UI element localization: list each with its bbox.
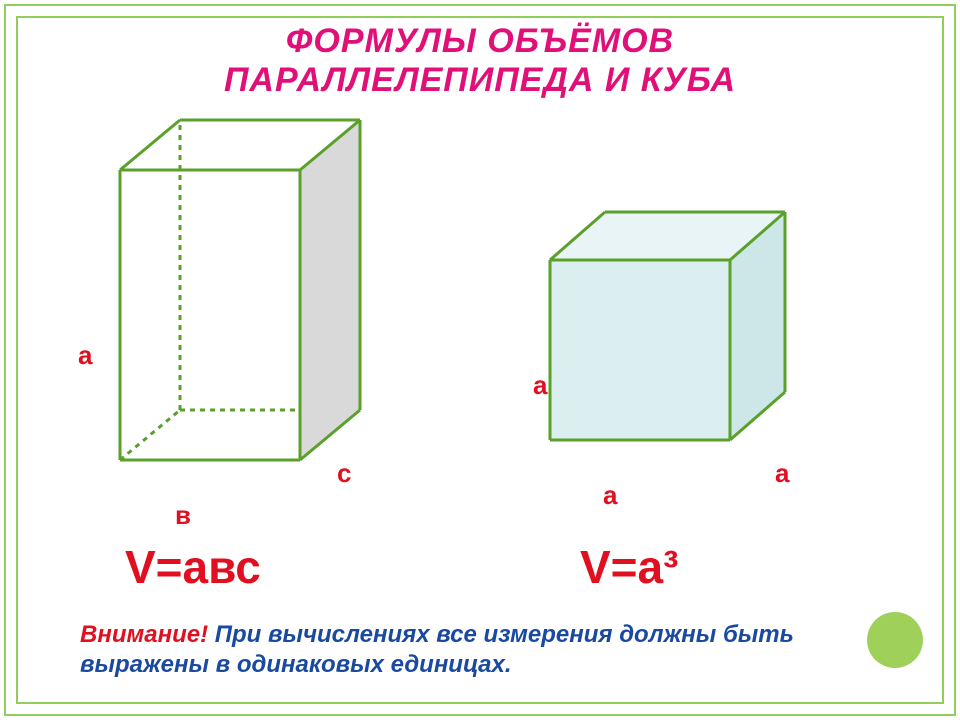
- cube-label-a-height: а: [533, 370, 547, 401]
- page-title: ФОРМУЛЫ ОБЪЁМОВ ПАРАЛЛЕЛЕПИПЕДА И КУБА: [0, 22, 960, 100]
- warning-emphasis: Внимание!: [80, 621, 208, 648]
- warning-text: Внимание! При вычислениях все измерения …: [80, 620, 830, 680]
- cube-label-a-depth: а: [775, 458, 789, 489]
- parallelepiped-diagram: [100, 115, 380, 485]
- title-line-1: ФОРМУЛЫ ОБЪЁМОВ: [0, 22, 960, 61]
- parallelepiped-label-b: в: [175, 500, 191, 531]
- parallelepiped-formula: V=авс: [125, 540, 261, 594]
- cube-label-a-width: а: [603, 480, 617, 511]
- parallelepiped-label-c: с: [337, 458, 351, 489]
- decorative-circle: [867, 612, 923, 668]
- cube-diagram: [530, 205, 830, 485]
- title-line-2: ПАРАЛЛЕЛЕПИПЕДА И КУБА: [0, 61, 960, 100]
- parallelepiped-label-a: а: [78, 340, 92, 371]
- cube-formula: V=а³: [580, 540, 678, 594]
